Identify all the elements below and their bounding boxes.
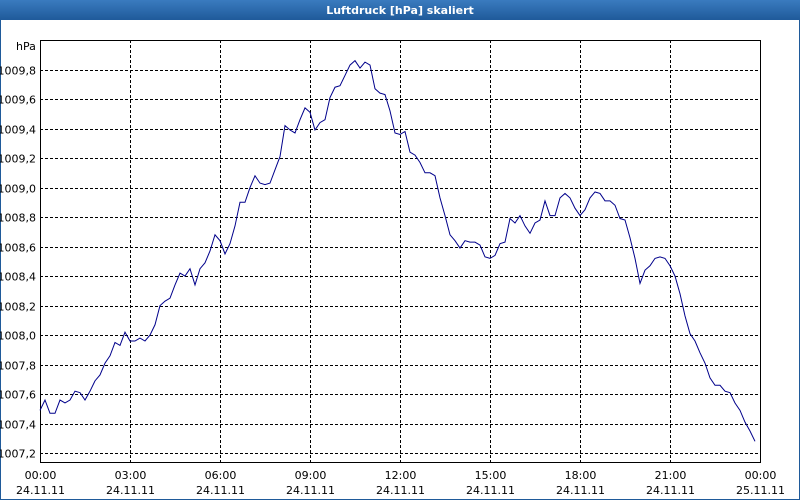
x-tick-label: 15:00 24.11.11 [466, 469, 515, 497]
x-tick-label: 00:00 25.11.11 [736, 469, 785, 497]
y-tick-label: 1008,2 [0, 301, 36, 314]
x-tick-label: 12:00 24.11.11 [376, 469, 425, 497]
y-tick-label: 1009,4 [0, 124, 36, 137]
y-tick-label: 1008,6 [0, 242, 36, 255]
y-axis-label: hPa [16, 40, 36, 53]
y-tick-label: 1009,6 [0, 94, 36, 107]
y-tick-label: 1007,6 [0, 389, 36, 402]
y-tick-label: 1008,8 [0, 212, 36, 225]
y-tick-label: 1009,2 [0, 153, 36, 166]
title-bar [0, 0, 800, 20]
x-tick-label: 09:00 24.11.11 [286, 469, 335, 497]
x-tick-label: 03:00 24.11.11 [106, 469, 155, 497]
chart-title: Luftdruck [hPa] skaliert [326, 4, 474, 17]
y-tick-label: 1009,8 [0, 65, 36, 78]
y-tick-label: 1007,8 [0, 360, 36, 373]
y-tick-label: 1009,0 [0, 183, 36, 196]
x-tick-label: 21:00 24.11.11 [646, 469, 695, 497]
y-tick-label: 1007,4 [0, 419, 36, 432]
data-line [39, 59, 756, 442]
x-tick-label: 00:00 24.11.11 [16, 469, 65, 497]
x-tick-label: 18:00 24.11.11 [556, 469, 605, 497]
y-tick-label: 1008,0 [0, 330, 36, 343]
y-tick-label: 1008,4 [0, 271, 36, 284]
x-tick-label: 06:00 24.11.11 [196, 469, 245, 497]
y-tick-label: 1007,2 [0, 448, 36, 461]
